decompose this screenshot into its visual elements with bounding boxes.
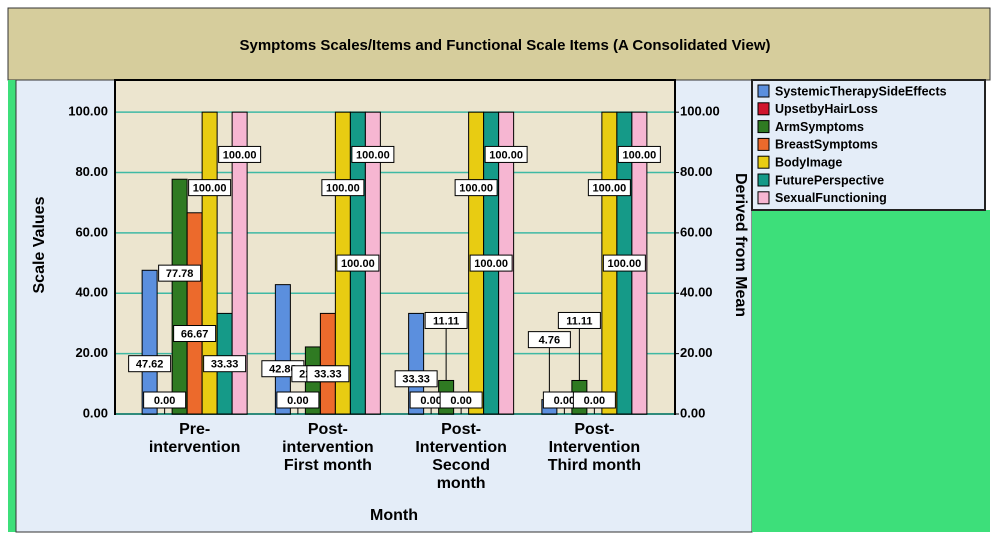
y2-tick-label: 60.00 (680, 224, 713, 239)
bar (171, 178, 188, 415)
legend-swatch (757, 102, 770, 116)
data-label: 100.00 (623, 149, 657, 161)
legend-label: FuturePerspective (775, 173, 884, 187)
legend-swatch (757, 173, 770, 187)
legend-label: BodyImage (775, 155, 842, 169)
label-box (602, 254, 646, 272)
x-tick-label: Post- Intervention Second month (415, 421, 507, 492)
y-axis-title: Scale Values (31, 196, 48, 293)
data-label: 100.00 (608, 258, 642, 270)
data-label: 100.00 (326, 183, 360, 195)
data-label: 0.00 (450, 395, 471, 407)
label-box (351, 145, 395, 163)
bar (141, 269, 158, 415)
label-box (158, 264, 202, 282)
y2-tick-label: 40.00 (680, 285, 713, 300)
y-tick-label: 20.00 (75, 345, 108, 360)
x-axis-title: Month (370, 507, 418, 524)
label-box (424, 311, 468, 329)
legend-swatch (757, 137, 770, 151)
data-label: 4.76 (539, 335, 560, 347)
data-label: 77.78 (166, 268, 194, 280)
label-box (394, 370, 438, 388)
data-label: 33.33 (402, 374, 430, 386)
x-tick-label: Post- intervention First month (282, 421, 374, 474)
y-tick-label: 60.00 (75, 224, 108, 239)
label-box (321, 179, 365, 197)
legend-swatch (757, 84, 770, 98)
bar (231, 111, 248, 415)
x-tick-label: Pre- intervention (148, 421, 241, 456)
y2-axis-title: Derived from Mean (732, 173, 749, 317)
legend-swatch (757, 120, 770, 134)
data-label: 33.33 (314, 369, 342, 381)
y2-tick-label: 80.00 (680, 164, 713, 179)
legend-swatch (757, 155, 770, 169)
data-label: 100.00 (223, 149, 257, 161)
label-box (469, 254, 513, 272)
label-box (439, 391, 483, 409)
legend-label: ArmSymptoms (775, 120, 864, 134)
data-label: 0.00 (554, 395, 575, 407)
x-tick-label: Post- Intervention Third month (547, 421, 642, 474)
data-label: 0.00 (154, 395, 175, 407)
label-box (527, 331, 571, 349)
label-box (306, 365, 350, 383)
label-box (484, 145, 528, 163)
data-label: 33.33 (211, 359, 239, 371)
data-label: 100.00 (593, 183, 627, 195)
bar (408, 312, 425, 415)
label-box (218, 145, 262, 163)
data-label: 0.00 (584, 395, 605, 407)
label-box (572, 391, 616, 409)
bar (274, 284, 291, 415)
legend-swatch (757, 191, 770, 205)
data-label: 11.11 (433, 315, 459, 327)
label-box (454, 179, 498, 197)
y-tick-label: 0.00 (83, 405, 108, 420)
label-box (276, 391, 320, 409)
legend-box (751, 79, 986, 211)
data-label: 42.86 (269, 364, 297, 376)
data-label: 47.62 (136, 359, 164, 371)
label-box (188, 179, 232, 197)
bar (319, 312, 336, 415)
data-label: 100.00 (489, 149, 523, 161)
y-tick-label: 100.00 (68, 104, 108, 119)
green-area (752, 210, 990, 532)
data-label: 100.00 (341, 258, 375, 270)
y2-tick-label: 20.00 (680, 345, 713, 360)
label-box (173, 325, 217, 343)
side-strip (8, 80, 16, 532)
bar (186, 212, 203, 415)
label-box (587, 179, 631, 197)
legend-label: SexualFunctioning (775, 191, 887, 205)
data-label: 100.00 (193, 183, 227, 195)
label-box (143, 391, 187, 409)
y2-tick-label: 100.00 (680, 104, 720, 119)
data-label: 0.00 (287, 395, 308, 407)
chart-title: Symptoms Scales/Items and Functional Sca… (240, 37, 771, 54)
y-tick-label: 80.00 (75, 164, 108, 179)
data-label: 66.67 (181, 328, 209, 340)
y2-tick-label: 0.00 (680, 405, 705, 420)
label-box (203, 355, 247, 373)
legend-label: SystemicTherapySideEffects (775, 84, 947, 98)
data-label: 11.11 (566, 315, 592, 327)
data-label: 100.00 (474, 258, 508, 270)
y-tick-label: 40.00 (75, 285, 108, 300)
data-label: 0.00 (420, 395, 441, 407)
label-box (128, 355, 172, 373)
legend-label: UpsetbyHairLoss (775, 102, 878, 116)
legend-label: BreastSymptoms (775, 138, 878, 152)
title-band (7, 7, 991, 81)
data-label: 100.00 (356, 149, 390, 161)
label-box (557, 311, 601, 329)
data-label: 100.00 (459, 183, 493, 195)
label-box (336, 254, 380, 272)
label-box (617, 145, 661, 163)
